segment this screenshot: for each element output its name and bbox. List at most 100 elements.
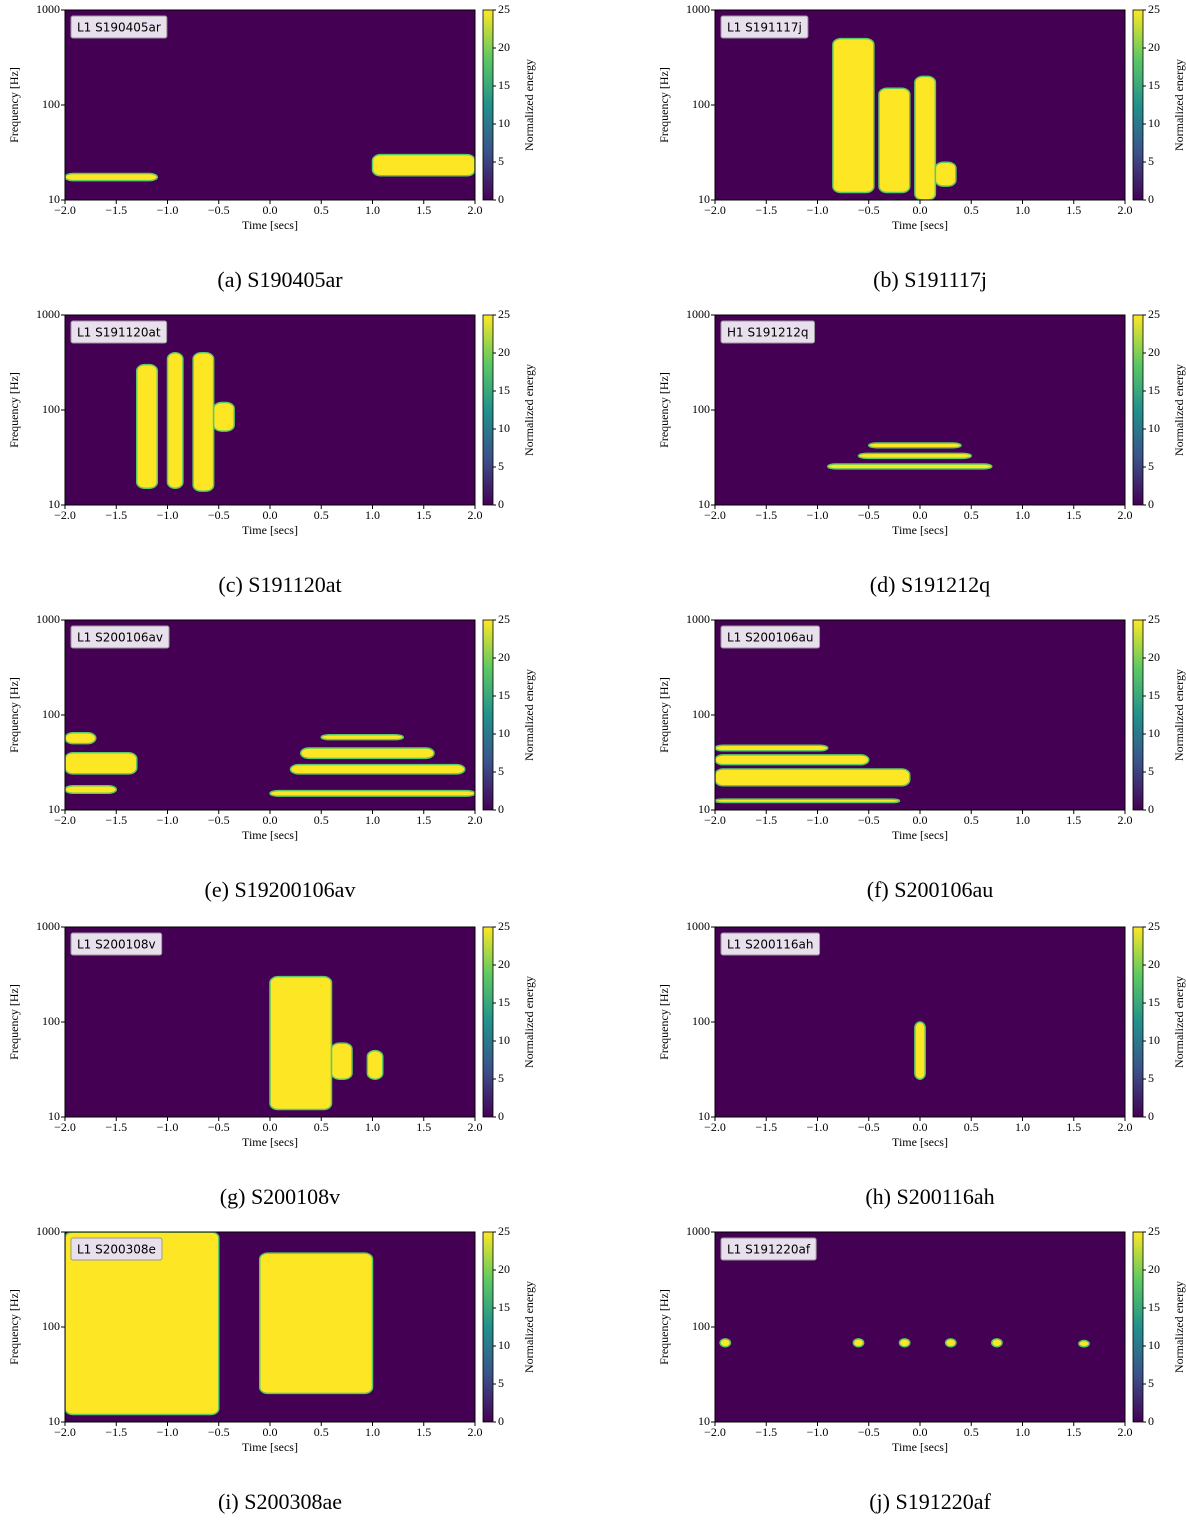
- colorbar-tick-label: 20: [1148, 650, 1160, 664]
- x-tick-label: 1.0: [1015, 508, 1030, 522]
- x-tick-label: 1.5: [1066, 813, 1081, 827]
- y-tick-label: 10: [698, 1109, 710, 1123]
- y-tick-label: 100: [42, 97, 60, 111]
- energy-region: [65, 1232, 220, 1416]
- colorbar-tick-label: 0: [1148, 497, 1154, 511]
- colorbar-tick-label: 25: [1148, 612, 1160, 626]
- caption: (i) S200308ae: [218, 1489, 342, 1514]
- x-tick-label: 0.5: [964, 1425, 979, 1439]
- colorbar-label: Normalized energy: [1172, 976, 1186, 1068]
- colorbar-tick-label: 5: [1148, 764, 1154, 778]
- colorbar-label: Normalized energy: [522, 976, 536, 1068]
- energy-region: [934, 161, 957, 187]
- x-tick-label: 1.0: [1015, 1425, 1030, 1439]
- y-tick-label: 100: [42, 707, 60, 721]
- x-tick-label: 2.0: [468, 1425, 483, 1439]
- y-tick-label: 1000: [686, 1224, 710, 1238]
- energy-region: [371, 153, 475, 177]
- colorbar-tick-label: 5: [498, 1376, 504, 1390]
- colorbar-label: Normalized energy: [522, 669, 536, 761]
- energy-region: [259, 1252, 374, 1395]
- x-axis-label: Time [secs]: [892, 828, 948, 842]
- plot-area: [832, 37, 957, 200]
- colorbar-tick-label: 0: [1148, 802, 1154, 816]
- x-tick-label: 0.0: [913, 203, 928, 217]
- colorbar-tick-label: 25: [1148, 919, 1160, 933]
- energy-region: [65, 732, 97, 745]
- x-tick-label: 1.5: [1066, 508, 1081, 522]
- x-tick-label: 1.0: [1015, 813, 1030, 827]
- x-tick-label: 2.0: [468, 813, 483, 827]
- colorbar-tick-label: 5: [1148, 154, 1154, 168]
- caption: (h) S200116ah: [865, 1184, 994, 1209]
- label-box: [70, 1237, 163, 1261]
- y-axis-label: Frequency [Hz]: [657, 372, 671, 448]
- x-tick-label: 0.5: [314, 1425, 329, 1439]
- x-tick-label: 0.0: [263, 508, 278, 522]
- x-tick-label: 0.0: [263, 1120, 278, 1134]
- colorbar: [482, 1231, 494, 1423]
- y-tick-label: 1000: [36, 307, 60, 321]
- colorbar-tick-label: 10: [1148, 421, 1160, 435]
- y-axis-label: Frequency [Hz]: [657, 67, 671, 143]
- caption: (d) S191212q: [870, 572, 990, 597]
- plot-background: [715, 315, 1125, 505]
- colorbar-tick-label: 0: [498, 497, 504, 511]
- y-axis-label: Frequency [Hz]: [657, 984, 671, 1060]
- x-tick-label: 0.5: [314, 1120, 329, 1134]
- energy-region: [715, 768, 911, 787]
- x-tick-label: −1.5: [755, 203, 777, 217]
- energy-region: [832, 37, 875, 194]
- colorbar-tick-label: 15: [1148, 995, 1160, 1009]
- y-tick-label: 1000: [686, 612, 710, 626]
- colorbar-tick-label: 25: [1148, 307, 1160, 321]
- x-tick-label: −1.0: [157, 1120, 179, 1134]
- x-axis-label: Time [secs]: [242, 1135, 298, 1149]
- plot-background: [65, 620, 475, 810]
- y-tick-label: 100: [692, 97, 710, 111]
- colorbar-tick-label: 5: [1148, 459, 1154, 473]
- energy-region: [366, 1049, 384, 1080]
- x-tick-label: 0.0: [263, 813, 278, 827]
- y-tick-label: 100: [42, 402, 60, 416]
- energy-region: [827, 463, 993, 470]
- panel-label: L1 S200108v: [77, 938, 156, 952]
- colorbar-tick-label: 15: [1148, 383, 1160, 397]
- caption: (b) S191117j: [873, 267, 987, 292]
- x-tick-label: 0.0: [913, 1120, 928, 1134]
- y-tick-label: 10: [48, 1414, 60, 1428]
- x-tick-label: 2.0: [468, 508, 483, 522]
- energy-region: [65, 172, 158, 182]
- x-tick-label: −1.5: [105, 508, 127, 522]
- x-tick-label: −1.5: [755, 508, 777, 522]
- plot-area: [65, 1232, 374, 1416]
- colorbar-tick-label: 0: [1148, 192, 1154, 206]
- caption: (e) S19200106av: [205, 877, 356, 902]
- x-tick-label: 1.0: [1015, 203, 1030, 217]
- x-axis-label: Time [secs]: [892, 218, 948, 232]
- energy-region: [269, 789, 475, 797]
- caption: (f) S200106au: [867, 877, 993, 902]
- x-tick-label: −1.0: [157, 203, 179, 217]
- x-tick-label: −1.0: [807, 203, 829, 217]
- panel-label: L1 S191117j: [727, 21, 802, 35]
- x-tick-label: 2.0: [468, 1120, 483, 1134]
- colorbar-tick-label: 15: [498, 995, 510, 1009]
- y-tick-label: 100: [692, 1014, 710, 1028]
- plot-area: [269, 975, 384, 1111]
- colorbar-label: Normalized energy: [522, 59, 536, 151]
- energy-region: [719, 1338, 732, 1348]
- energy-region: [898, 1338, 911, 1348]
- x-axis-label: Time [secs]: [892, 523, 948, 537]
- x-tick-label: −2.0: [54, 1120, 76, 1134]
- colorbar-tick-label: 15: [1148, 1300, 1160, 1314]
- colorbar-tick-label: 10: [498, 1033, 510, 1047]
- x-tick-label: 1.0: [365, 508, 380, 522]
- panel-label: L1 S200106au: [727, 631, 814, 645]
- colorbar-tick-label: 15: [498, 78, 510, 92]
- y-axis-label: Frequency [Hz]: [657, 677, 671, 753]
- colorbar-tick-label: 0: [1148, 1414, 1154, 1428]
- colorbar-tick-label: 25: [498, 919, 510, 933]
- x-tick-label: 1.5: [1066, 203, 1081, 217]
